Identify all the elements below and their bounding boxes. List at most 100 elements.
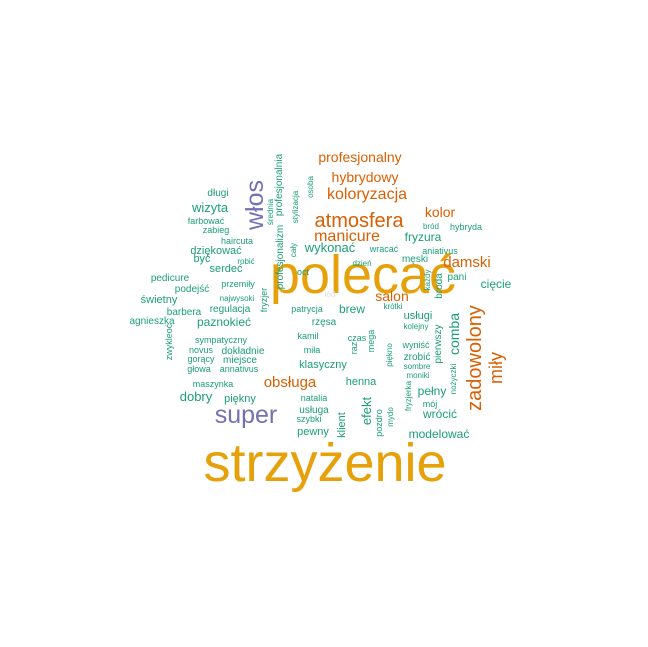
word-kolejny: kolejny: [404, 322, 429, 331]
word-regulacja: regulacja: [210, 304, 251, 315]
word-kazdy: każdy: [423, 270, 432, 291]
word-ciecie: cięcie: [481, 277, 512, 291]
word-pelny: pełny: [418, 384, 447, 398]
word-kolor: kolor: [425, 204, 456, 220]
word-mydo: mydo: [386, 407, 395, 427]
word-podejsc: podejść: [175, 284, 209, 295]
word-srednia: średnia: [266, 198, 275, 225]
word-broda: broda: [434, 273, 445, 299]
word-dobry: dobry: [180, 389, 213, 404]
word-wracac: wracać: [369, 244, 399, 254]
word-hybrydowy: hybrydowy: [332, 169, 399, 185]
word-moj: mój: [423, 399, 438, 409]
word-glowa: głowa: [187, 364, 211, 374]
word-paznokiec: paznokieć: [197, 315, 251, 329]
word-natalia: natalia: [301, 393, 328, 403]
word-novus: novus: [189, 345, 214, 355]
word-pewny: pewny: [297, 426, 329, 438]
word-swietny: świetny: [141, 294, 178, 306]
word-mega: mega: [366, 330, 376, 353]
word-klasyczny: klasyczny: [299, 359, 347, 371]
word-maszynka: maszynka: [193, 379, 234, 389]
word-profesjonalnia: profesjonalnia: [274, 153, 285, 216]
word-serdec: serdeć: [209, 263, 243, 275]
word-fryzjerka: fryzjerka: [404, 380, 413, 411]
word-efekt: efekt: [359, 397, 374, 426]
word-patrycja: patrycja: [291, 304, 323, 314]
word-miejsce: miejsce: [223, 355, 257, 366]
word-osoba: osoba: [306, 176, 315, 198]
word-dziekowac: dziękować: [190, 245, 242, 257]
word-moniki: moniki: [406, 371, 429, 380]
word-polecac: polecać: [270, 245, 456, 305]
word-caly: cały: [289, 243, 298, 257]
word-dlugi: długi: [207, 188, 228, 199]
word-atmosfera: atmosfera: [315, 210, 405, 232]
word-salon: salon: [375, 288, 408, 304]
word-brew: brew: [339, 302, 365, 316]
word-wykonac: wykonać: [304, 240, 356, 255]
word-nozyczki: nożyczki: [449, 363, 458, 394]
word-koloryzacja: koloryzacja: [327, 186, 407, 203]
word-hybryda: hybryda: [450, 222, 482, 232]
word-krotki: krótki: [383, 302, 402, 311]
word-goracy: gorący: [187, 354, 215, 364]
word-czas: czas: [348, 333, 367, 343]
word-wynisc: wyniść: [401, 340, 430, 350]
word-barbera: barbera: [167, 307, 202, 318]
word-super: super: [215, 401, 278, 429]
word-mily: miły: [486, 352, 506, 384]
word-szybki: szybki: [296, 414, 321, 424]
word-zwykleoc: zwykleoć: [164, 323, 174, 360]
word-najwysoki: najwysoki: [220, 294, 255, 303]
word-pani: pani: [448, 272, 467, 283]
word-modelowac: modelować: [409, 427, 470, 441]
word-uslugi: usługi: [404, 310, 433, 322]
word-obsluga: obsługa: [264, 374, 317, 391]
word-haircuta: haircuta: [221, 236, 253, 246]
word-wrocic: wrócić: [422, 407, 457, 421]
word-kamil: kamil: [297, 331, 318, 341]
word-przemily: przemiły: [221, 279, 255, 289]
word-agnieszka: agnieszka: [129, 316, 174, 327]
word-zrobic: zrobić: [404, 352, 431, 363]
word-pedicure: pedicure: [151, 273, 190, 284]
word-usluga: usługa: [299, 405, 329, 416]
word-stylizacja: stylizacja: [291, 190, 300, 223]
word-byc: być: [193, 253, 211, 265]
word-lod: lód: [325, 290, 336, 299]
word-aniativus: aniativus: [422, 246, 458, 256]
word-klient: klient: [336, 412, 348, 438]
word-zadowolony: zadowolony: [464, 305, 486, 411]
word-pierwszy: pierwszy: [433, 325, 444, 364]
word-pozdro: pozdro: [374, 409, 384, 437]
word-farbowac: farbować: [188, 216, 225, 226]
word-mila: miła: [304, 345, 321, 355]
word-fryzjer: fryzjer: [259, 288, 269, 313]
word-wlos: włos: [241, 180, 269, 231]
word-fryzura: fryzura: [405, 230, 442, 244]
word-oct: oct: [297, 267, 310, 277]
word-raz: raz: [349, 341, 359, 354]
word-sombre: sombre: [404, 362, 431, 371]
word-profesjonalny: profesjonalny: [318, 149, 401, 165]
word-damski: damski: [443, 254, 491, 271]
word-piekno: piękno: [385, 343, 394, 367]
word-dzien: dzień: [352, 259, 371, 268]
word-wizyta: wizyta: [191, 200, 229, 215]
word-strzyzenie: strzyżenie: [203, 433, 446, 493]
word-piekny: piękny: [224, 393, 256, 405]
word-annativus: annativus: [220, 364, 259, 374]
word-zabieg: zabieg: [203, 225, 230, 235]
word-henna: henna: [346, 376, 377, 388]
word-profesjonalizm: profesjonalizm: [275, 225, 286, 289]
word-dokladnie: dokładnie: [222, 346, 265, 357]
word-meski: męski: [402, 254, 428, 265]
word-robic: robić: [237, 257, 254, 266]
word-rzesa: rzęsa: [312, 317, 337, 328]
word-comba: comba: [446, 313, 462, 355]
word-manicure: manicure: [314, 228, 380, 245]
word-brod: bród: [423, 222, 439, 231]
